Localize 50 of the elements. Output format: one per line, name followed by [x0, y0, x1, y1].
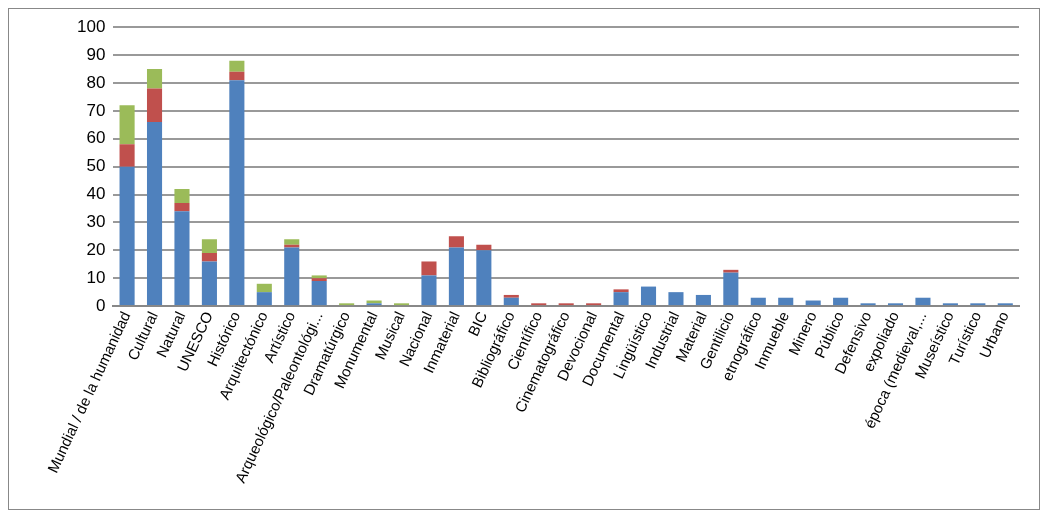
- bar: [256, 292, 272, 306]
- bar: [229, 71, 245, 81]
- bar: [421, 275, 437, 306]
- bar: [284, 244, 300, 248]
- y-tick-label: 30: [86, 212, 106, 232]
- bar: [778, 297, 794, 306]
- bar: [201, 239, 217, 254]
- bar: [833, 297, 849, 306]
- y-tick-label: 70: [86, 100, 106, 120]
- y-tick-label: 100: [76, 16, 106, 36]
- y-tick-label: 20: [86, 240, 106, 260]
- bar: [448, 236, 464, 248]
- bar: [421, 261, 437, 276]
- bar: [476, 250, 492, 306]
- bar: [119, 105, 135, 145]
- bar: [174, 202, 190, 212]
- y-tick-label: 80: [86, 72, 106, 92]
- bar: [915, 297, 931, 306]
- y-tick-label: 50: [86, 156, 106, 176]
- bar: [229, 60, 245, 72]
- bar: [174, 188, 190, 203]
- y-tick-label: 0: [95, 295, 106, 315]
- bar: [723, 269, 739, 273]
- bar: [695, 294, 711, 306]
- bar: [146, 69, 163, 89]
- bar: [311, 281, 327, 306]
- bar: [448, 247, 464, 306]
- bar: [284, 239, 300, 245]
- bar: [613, 292, 629, 306]
- bar: [146, 122, 163, 306]
- bar: [640, 286, 657, 306]
- bar: [201, 261, 217, 306]
- bar: [613, 289, 629, 293]
- bar: [174, 211, 190, 306]
- bar: [119, 144, 135, 167]
- bar: [119, 166, 135, 306]
- bar: [229, 80, 245, 306]
- y-tick-label: 90: [86, 44, 106, 64]
- bar: [723, 272, 739, 306]
- bar: [284, 247, 300, 306]
- y-tick-label: 10: [86, 267, 106, 287]
- y-tick-label: 60: [86, 128, 106, 148]
- y-tick-label: 40: [86, 184, 106, 204]
- bar: [503, 297, 519, 306]
- bar: [256, 283, 272, 293]
- bar: [750, 297, 766, 306]
- bar: [201, 253, 217, 262]
- bar: [668, 292, 684, 306]
- bar: [146, 88, 163, 123]
- bar: [503, 294, 519, 298]
